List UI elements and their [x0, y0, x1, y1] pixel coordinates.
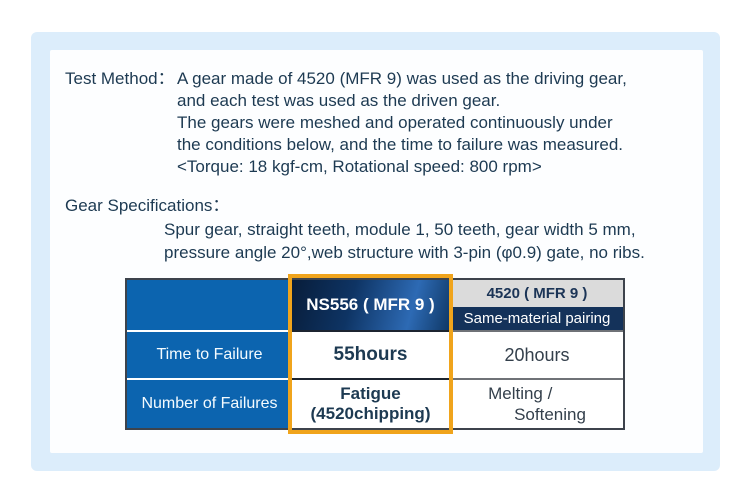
test-method-line: <Torque: 18 kgf-cm, Rotational speed: 80… [177, 157, 542, 176]
cell-ns556-failure-mode: Fatigue (4520chipping) [292, 378, 449, 428]
row-header-time-to-failure: Time to Failure [127, 330, 292, 378]
cell-4520-time-to-failure: 20hours [449, 330, 623, 378]
results-table: Time to Failure Number of Failures NS556… [125, 278, 625, 430]
competitor-header-cell: 4520 ( MFR 9 ) [449, 280, 623, 307]
test-method-line: A gear made of 4520 (MFR 9) was used as … [177, 69, 627, 88]
failure-mode-line: (4520chipping) [310, 404, 431, 423]
test-method-text: A gear made of 4520 (MFR 9) was used as … [177, 68, 627, 178]
gear-specifications-text: Spur gear, straight teeth, module 1, 50 … [164, 218, 645, 264]
failure-mode-line: Softening [514, 405, 586, 424]
failure-mode-line: Melting / [488, 384, 553, 403]
test-method-line: The gears were meshed and operated conti… [177, 113, 613, 132]
test-method-line: the conditions below, and the time to fa… [177, 135, 624, 154]
row-header-number-of-failures: Number of Failures [127, 378, 292, 428]
ns556-header-cell: NS556 ( MFR 9 ) [292, 280, 449, 330]
corner-header-cell [127, 280, 292, 330]
failure-mode-line: Fatigue [340, 384, 401, 403]
cell-ns556-time-to-failure: 55hours [292, 330, 449, 378]
test-method-line: and each test was used as the driven gea… [177, 91, 501, 110]
gear-spec-line: Spur gear, straight teeth, module 1, 50 … [164, 220, 636, 239]
gear-spec-line: pressure angle 20°,web structure with 3-… [164, 243, 645, 262]
cell-4520-failure-mode: Melting / Softening [449, 378, 623, 428]
test-method-label: Test Method： [65, 69, 175, 88]
gear-specifications-label: Gear Specifications： [65, 196, 230, 215]
competitor-subheader-cell: Same-material pairing [449, 307, 623, 330]
